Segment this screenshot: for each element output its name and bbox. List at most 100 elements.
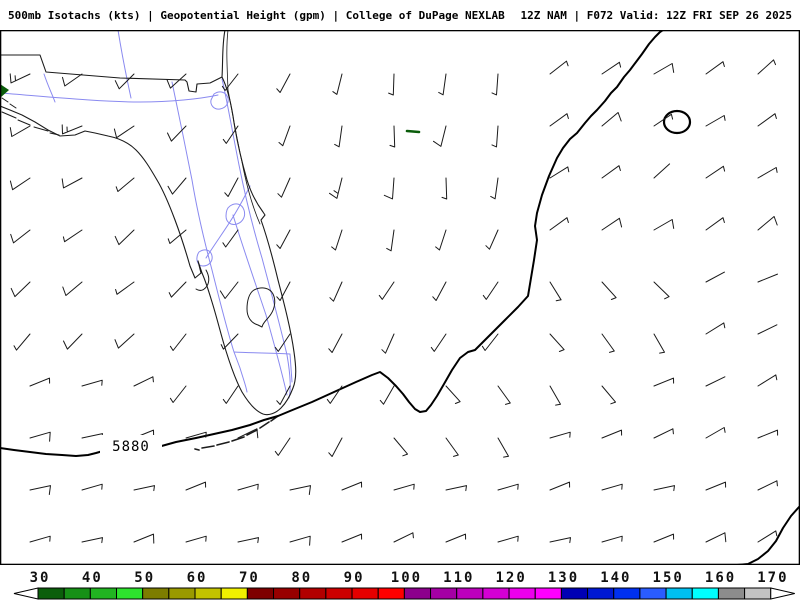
colorbar-segment-30 bbox=[37, 587, 65, 600]
wind-barb bbox=[169, 333, 187, 351]
colorbar-tick-label: 160 bbox=[705, 570, 736, 586]
wind-barb bbox=[334, 125, 343, 148]
model-run-validity: 12Z NAM | F072 Valid: 12Z FRI SEP 26 202… bbox=[520, 8, 792, 22]
wind-barb bbox=[433, 125, 447, 147]
weather-map-svg: 5880 bbox=[0, 30, 800, 565]
colorbar-segment-55 bbox=[168, 587, 196, 600]
wind-barb bbox=[757, 530, 778, 543]
wind-barb bbox=[601, 165, 621, 179]
colorbar-segment-160 bbox=[717, 587, 746, 600]
wind-barb bbox=[389, 125, 396, 148]
wind-barb bbox=[549, 333, 565, 352]
wind-barb bbox=[276, 385, 291, 405]
colorbar-segment-120 bbox=[508, 587, 536, 600]
wind-barb bbox=[430, 333, 447, 352]
wind-barb bbox=[237, 483, 259, 491]
product-title: 500mb Isotachs (kts) | Geopotential Heig… bbox=[8, 8, 505, 22]
wind-barb bbox=[81, 483, 103, 491]
colorbar-segment-40 bbox=[89, 587, 118, 600]
wind-barb bbox=[757, 113, 777, 127]
wind-barb bbox=[482, 281, 499, 300]
colorbar-segment-45 bbox=[116, 587, 144, 600]
isotach-30kt-dash bbox=[405, 129, 421, 134]
wind-barb bbox=[601, 429, 623, 439]
wind-barb bbox=[653, 163, 671, 179]
colorbar-tick-label: 30 bbox=[30, 570, 51, 586]
height-contour-5880-west bbox=[0, 447, 104, 457]
colorbar-segment-75 bbox=[273, 587, 301, 600]
wind-barb bbox=[9, 177, 31, 191]
wind-barb bbox=[379, 385, 395, 405]
wind-barb bbox=[167, 125, 187, 142]
wind-barb bbox=[341, 533, 363, 543]
wind-barb bbox=[133, 485, 155, 492]
wind-barb bbox=[549, 281, 562, 302]
wind-barb bbox=[653, 219, 675, 231]
wind-barb bbox=[169, 385, 187, 403]
colorbar-segment-110 bbox=[456, 587, 484, 600]
wind-barb bbox=[277, 177, 291, 198]
wind-barb bbox=[383, 177, 395, 200]
wind-barb bbox=[114, 73, 135, 90]
colorbar-tick-label: 130 bbox=[548, 570, 579, 586]
wind-barb bbox=[222, 385, 239, 404]
wind-barb bbox=[497, 385, 511, 405]
wind-barb bbox=[705, 271, 725, 283]
wind-barb bbox=[485, 229, 499, 250]
wind-barb bbox=[432, 281, 447, 301]
highway-line-3 bbox=[171, 81, 248, 393]
colorbar-tick-label: 100 bbox=[391, 570, 422, 586]
wind-barb bbox=[81, 433, 103, 440]
wind-barb bbox=[61, 177, 83, 189]
wind-barb bbox=[490, 177, 499, 200]
wind-barb bbox=[757, 374, 778, 387]
colorbar-segment-100 bbox=[403, 587, 432, 600]
wind-barb bbox=[653, 281, 670, 300]
colorbar-tick-label: 60 bbox=[187, 570, 208, 586]
wind-barb bbox=[115, 177, 135, 192]
wind-barb bbox=[491, 125, 499, 148]
wind-barb bbox=[441, 177, 448, 200]
weather-map: 5880 bbox=[0, 30, 800, 565]
lake-okeechobee bbox=[246, 287, 276, 328]
wind-barb bbox=[438, 73, 447, 96]
height-contour-closed-circle bbox=[662, 109, 692, 135]
colorbar-tick-label: 110 bbox=[443, 570, 474, 586]
wind-barb bbox=[705, 532, 727, 543]
state-border bbox=[0, 54, 223, 93]
wind-barb bbox=[653, 377, 675, 387]
wind-barb bbox=[549, 385, 561, 406]
wind-barb bbox=[653, 533, 675, 543]
wind-barb bbox=[757, 324, 778, 335]
wind-barb bbox=[62, 281, 83, 296]
colorbar-segment-135 bbox=[587, 587, 615, 600]
wind-barb bbox=[289, 535, 311, 546]
highway-line-4 bbox=[233, 351, 293, 383]
colorbar-segment-85 bbox=[325, 587, 353, 600]
wind-barb bbox=[326, 385, 343, 404]
wind-barb bbox=[29, 485, 51, 495]
colorbar-segment-165 bbox=[744, 587, 772, 600]
wind-barb bbox=[601, 483, 623, 491]
wind-barb bbox=[133, 533, 155, 544]
wind-barb bbox=[10, 229, 31, 244]
colorbar-segment-140 bbox=[613, 587, 641, 600]
height-contour-5880-east bbox=[157, 30, 664, 448]
highway-line-1 bbox=[117, 30, 132, 99]
wind-barb bbox=[237, 428, 259, 439]
florida-coastline bbox=[0, 30, 297, 416]
wind-barb bbox=[653, 333, 665, 354]
colorbar-left-arrow bbox=[13, 587, 39, 600]
highway-line-9 bbox=[210, 91, 229, 110]
florida-keys bbox=[194, 415, 279, 451]
colorbar-tick-label: 50 bbox=[134, 570, 155, 586]
wind-barb bbox=[705, 61, 725, 75]
wind-barb bbox=[29, 377, 51, 387]
colorbar-tick-label: 170 bbox=[757, 570, 788, 586]
wind-barb bbox=[220, 333, 239, 350]
wind-barb bbox=[549, 481, 571, 491]
wind-barb bbox=[445, 533, 467, 543]
wind-barb bbox=[497, 483, 519, 491]
wind-barb bbox=[61, 124, 83, 135]
wind-barb bbox=[166, 73, 187, 89]
